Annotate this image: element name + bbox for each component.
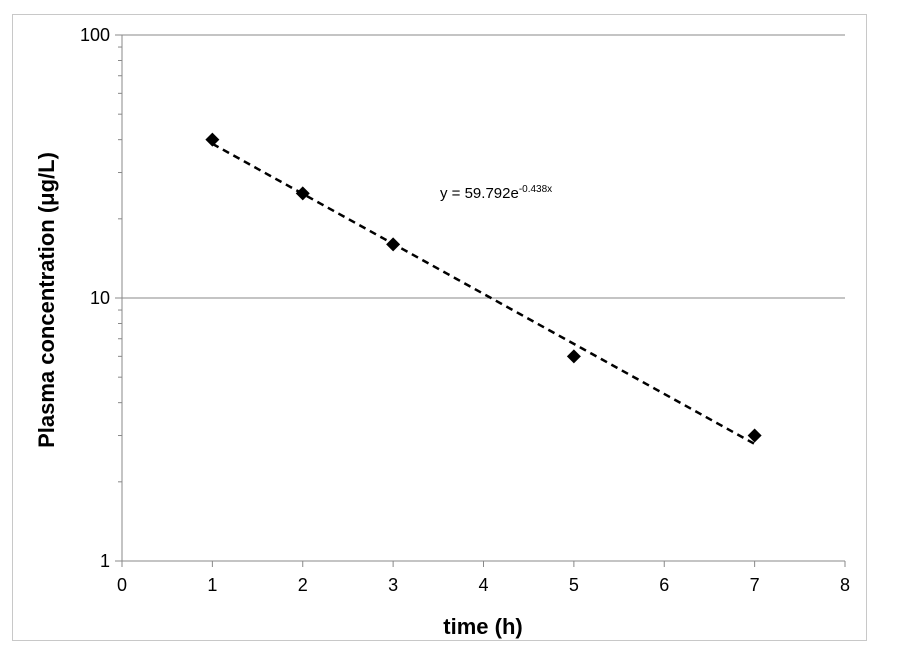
x-tick-label: 7 bbox=[750, 575, 760, 595]
trendline-equation: y = 59.792e-0.438x bbox=[440, 184, 552, 202]
gridlines bbox=[122, 34, 845, 299]
data-point-marker bbox=[205, 132, 220, 147]
x-tick-label: 2 bbox=[298, 575, 308, 595]
y-tick-label: 1 bbox=[100, 551, 110, 571]
x-tick-label: 0 bbox=[117, 575, 127, 595]
y-tick-label: 10 bbox=[90, 288, 110, 308]
data-points bbox=[205, 132, 762, 443]
x-tick-label: 4 bbox=[478, 575, 488, 595]
y-axis-title: Plasma concentration (μg/L) bbox=[34, 152, 59, 448]
x-axis-title: time (h) bbox=[443, 614, 522, 639]
x-tick-label: 6 bbox=[659, 575, 669, 595]
data-point-marker bbox=[295, 186, 310, 201]
x-tick-label: 1 bbox=[207, 575, 217, 595]
x-tick-label: 8 bbox=[840, 575, 850, 595]
y-axis-ticks: 1 10 100 bbox=[80, 25, 122, 571]
y-tick-label: 100 bbox=[80, 25, 110, 45]
equation-exponent: -0.438x bbox=[519, 184, 552, 195]
x-tick-label: 5 bbox=[569, 575, 579, 595]
chart-frame bbox=[12, 14, 867, 641]
data-point-marker bbox=[386, 237, 401, 252]
data-point-marker bbox=[566, 349, 581, 364]
x-axis-ticks: 0 1 2 3 4 5 6 7 8 bbox=[117, 561, 850, 595]
x-tick-label: 3 bbox=[388, 575, 398, 595]
trendline bbox=[211, 142, 756, 446]
data-point-marker bbox=[747, 428, 762, 443]
equation-main: y = 59.792e bbox=[440, 185, 519, 202]
